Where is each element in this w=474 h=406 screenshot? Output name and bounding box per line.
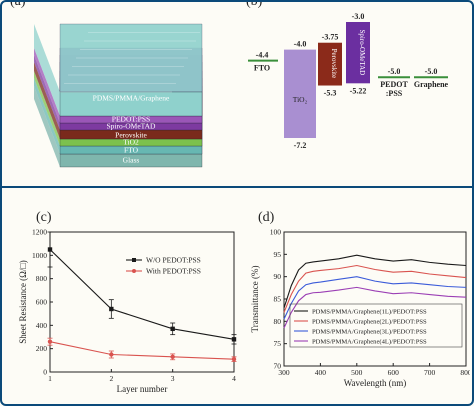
panel-b-label: (b) — [246, 0, 263, 9]
data-point — [170, 326, 175, 332]
layer-label: PEDOT:PSS — [112, 115, 150, 124]
y-axis-title: Sheet Resistance (Ω/□) — [18, 260, 28, 344]
energy-level-diagram: -4.4 FTO -4.0 -7.2 TiO₂ -3.75 -5.3 Perovskite -3… — [248, 12, 449, 150]
fto-value: -4.4 — [256, 51, 269, 60]
x-axis-title: Wavelength (nm) — [344, 378, 407, 388]
series-line — [49, 249, 235, 340]
layer-front-face — [59, 91, 203, 117]
layer-label: TiO2 — [123, 138, 139, 147]
legend-marker — [132, 269, 136, 273]
x-tick-label: 1 — [48, 374, 52, 383]
y-tick-label: 800 — [36, 274, 48, 283]
y-tick-label: 0 — [43, 368, 47, 377]
y-tick-label: 95 — [274, 250, 282, 259]
series-line — [49, 341, 235, 360]
series-line — [283, 276, 467, 320]
layer-side-face — [34, 86, 60, 167]
y-tick-label: 1200 — [32, 228, 47, 237]
y-tick-label: 600 — [36, 298, 48, 307]
y-tick-label: 200 — [36, 344, 48, 353]
data-point — [47, 247, 53, 252]
x-tick-label: 500 — [351, 368, 363, 377]
legend-label: W/O PEDOT:PSS — [146, 256, 201, 265]
perovskite-vb-value: -5.3 — [324, 89, 337, 98]
data-point — [109, 352, 114, 357]
y-tick-label: 1000 — [32, 251, 47, 260]
layer-label: FTO — [124, 146, 139, 155]
x-tick-label: 2 — [109, 374, 113, 383]
pedot-label: PEDOT — [380, 80, 408, 89]
x-axis-title: Layer number — [117, 384, 168, 394]
graphene-value: -5.0 — [425, 67, 438, 76]
sheet-resistance-chart: 1 2 3 4 0 200 400 600 800 1000 1200 Layer number She… — [18, 228, 237, 394]
plot-frame — [49, 231, 235, 373]
legend-box — [289, 303, 463, 348]
series-line — [283, 264, 467, 313]
layer-side-face — [34, 48, 60, 123]
legend-label: PDMS/PMMA/Graphene(3L)/PEDOT:PSS — [312, 329, 427, 336]
layer-side-face — [34, 71, 60, 146]
panel-d-label: (d) — [258, 210, 275, 225]
series-line — [283, 286, 467, 329]
device-stack-diagram: PDMS/PMMA/Graphene PEDOT:PSSSpiro-OMeTADP… — [34, 23, 203, 168]
y-tick-label: 100 — [270, 228, 282, 237]
plot-frame — [283, 231, 467, 367]
y-axis-title: Transmittance (%) — [250, 266, 260, 333]
layer-side-face — [34, 55, 60, 130]
spiro-bar — [346, 22, 370, 84]
layer-side-face — [34, 78, 60, 154]
legend-label: PDMS/PMMA/Graphene(4L)/PEDOT:PSS — [312, 339, 427, 346]
legend-marker — [132, 258, 136, 262]
y-tick-label: 80 — [274, 317, 282, 326]
x-tick-label: 3 — [171, 374, 175, 383]
layer-side-face — [34, 62, 60, 139]
x-tick-label: 600 — [388, 368, 400, 377]
x-tick-label: 4 — [232, 374, 236, 383]
y-tick-label: 85 — [274, 295, 282, 304]
y-tick-label: 90 — [274, 272, 282, 281]
layer-label: PDMS/PMMA/Graphene — [93, 94, 170, 103]
spiro-lumo-value: -3.0 — [352, 12, 365, 21]
layer-label: Perovskite — [115, 131, 147, 140]
panel-divider — [2, 186, 472, 188]
layer-side-face — [34, 24, 60, 116]
tio2-cb-value: -4.0 — [294, 40, 307, 49]
x-tick-label: 400 — [315, 368, 327, 377]
y-tick-label: 75 — [274, 339, 282, 348]
x-tick-label: 800 — [460, 368, 470, 377]
pedot-label-2: :PSS — [386, 89, 403, 98]
spiro-homo-value: -5.22 — [350, 86, 367, 95]
data-point — [231, 337, 237, 342]
tio2-vb-value: -7.2 — [294, 141, 307, 150]
legend-label: PDMS/PMMA/Graphene(1L)/PEDOT:PSS — [312, 309, 427, 316]
panel-a-label: (a) — [10, 0, 26, 9]
series-line — [283, 254, 467, 309]
data-point — [109, 306, 114, 312]
tio2-bar — [284, 49, 316, 138]
perovskite-cb-value: -3.75 — [322, 33, 339, 42]
y-tick-label: 70 — [274, 362, 282, 371]
layer-label: Glass — [123, 156, 140, 165]
data-point — [170, 354, 175, 360]
layer-label: Spiro-OMeTAD — [107, 122, 157, 131]
panel-c-label: (c) — [36, 210, 52, 225]
x-tick-label: 700 — [424, 368, 436, 377]
y-tick-label: 400 — [36, 321, 48, 330]
perovskite-label: Perovskite — [330, 49, 338, 79]
perovskite-bar — [318, 42, 342, 86]
transmittance-chart: 300 400 500 600 700 800 70 75 80 85 90 95 100 Wavelen… — [250, 228, 470, 389]
tio2-label: TiO₂ — [293, 95, 308, 104]
legend-label: With PEDOT:PSS — [146, 267, 201, 276]
spiro-label: Spiro-OMeTAD — [358, 30, 366, 76]
legend-label: PDMS/PMMA/Graphene(2L)/PEDOT:PSS — [312, 319, 427, 326]
graphene-label: Graphene — [414, 80, 449, 89]
x-tick-label: 300 — [278, 368, 290, 377]
data-point — [231, 356, 237, 362]
pedot-value: -5.0 — [388, 67, 401, 76]
fto-label: FTO — [254, 64, 270, 73]
data-point — [47, 339, 53, 344]
